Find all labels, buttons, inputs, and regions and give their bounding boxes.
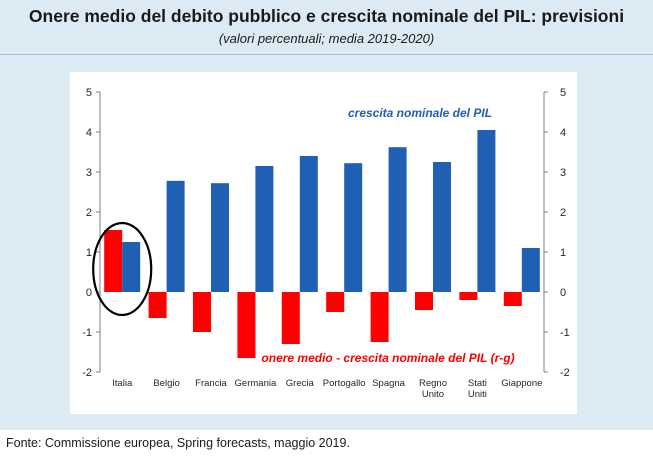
left-tick-label-6: 4 — [86, 127, 92, 139]
bar-pil-2 — [211, 183, 229, 292]
bar-pil-5 — [344, 163, 363, 292]
bar-rg-3 — [237, 292, 256, 358]
right-tick-label-7: 5 — [560, 87, 566, 99]
right-tick-label-0: -2 — [560, 367, 570, 379]
right-tick-label-6: 4 — [560, 127, 566, 139]
bar-rg-7 — [415, 292, 433, 310]
bar-rg-9 — [503, 292, 522, 306]
right-tick-label-2: 0 — [560, 287, 566, 299]
bar-pil-0 — [122, 242, 141, 292]
bar-pil-9 — [521, 248, 540, 292]
x-tick-label-1: Belgio — [153, 378, 179, 389]
bar-rg-6 — [370, 292, 389, 342]
left-tick-label-4: 2 — [86, 207, 92, 219]
x-tick-label-5: Portogallo — [323, 378, 366, 389]
x-tick-label-4: Grecia — [286, 378, 315, 389]
x-tick-label-8-line2: Uniti — [468, 389, 487, 400]
left-tick-label-2: 0 — [86, 287, 92, 299]
bar-rg-0 — [104, 230, 123, 292]
x-tick-label-7: Regno — [419, 378, 447, 389]
bar-pil-7 — [433, 162, 451, 292]
left-tick-label-1: -1 — [82, 327, 92, 339]
left-tick-label-7: 5 — [86, 87, 92, 99]
series-label-rg: onere medio - crescita nominale del PIL … — [261, 351, 514, 365]
chart-subtitle: (valori percentuali; media 2019-2020) — [218, 31, 435, 46]
left-tick-label-0: -2 — [82, 367, 92, 379]
right-tick-label-4: 2 — [560, 207, 566, 219]
right-tick-label-3: 1 — [560, 247, 566, 259]
bar-pil-6 — [388, 147, 407, 292]
x-tick-label-7-line2: Unito — [422, 389, 444, 400]
x-tick-label-2: Francia — [195, 378, 227, 389]
plot-area: -2 -2 -1 -1 0 0 1 1 2 2 3 3 4 4 5 5 Italia Belgio Francia G… — [70, 72, 577, 414]
chart-title: Onere medio del debito pubblico e cresci… — [28, 6, 625, 26]
bar-pil-4 — [299, 156, 318, 292]
bar-rg-8 — [459, 292, 478, 300]
left-tick-label-5: 3 — [86, 167, 92, 179]
bar-chart: -2 -2 -1 -1 0 0 1 1 2 2 3 3 4 4 5 5 Italia Belgio Francia G… — [82, 87, 570, 400]
x-tick-label-3: Germania — [235, 378, 277, 389]
bar-pil-1 — [166, 180, 185, 292]
x-tick-label-6: Spagna — [372, 378, 405, 389]
bar-pil-8 — [477, 130, 496, 292]
right-tick-label-5: 3 — [560, 167, 566, 179]
x-tick-label-9: Giappone — [501, 378, 542, 389]
source-note: Fonte: Commissione europea, Spring forec… — [6, 436, 350, 450]
bar-rg-2 — [193, 292, 211, 332]
right-tick-label-1: -1 — [560, 327, 570, 339]
bar-rg-1 — [148, 292, 167, 318]
bar-rg-5 — [326, 292, 345, 312]
left-tick-label-3: 1 — [86, 247, 92, 259]
x-tick-label-0: Italia — [112, 378, 133, 389]
bar-pil-3 — [255, 166, 274, 292]
bar-rg-4 — [281, 292, 300, 344]
series-label-pil: crescita nominale del PIL — [348, 106, 492, 120]
italia-highlight-circle — [92, 221, 153, 317]
x-tick-label-8: Stati — [468, 378, 487, 389]
title-divider — [0, 54, 653, 55]
